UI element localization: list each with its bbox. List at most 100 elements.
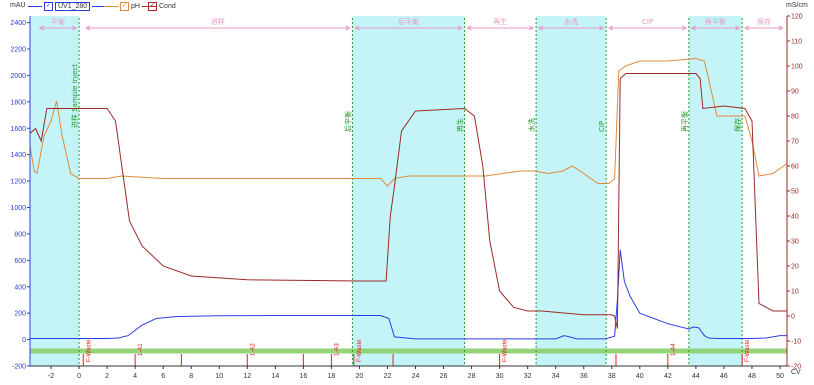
left-tick-label-2: 200 xyxy=(14,311,26,318)
fraction-label-10: 1-A4 xyxy=(671,343,677,356)
left-tick-label-1: 0 xyxy=(22,337,26,344)
right-tick-label-0: -20 xyxy=(791,364,801,371)
event-markers: 进样 Sample Inject 后平衡 再生 水洗 CIP 再平衡 保存 xyxy=(70,18,743,366)
fraction-label-8: F-Waste xyxy=(503,339,509,362)
right-tick-label-7: 50 xyxy=(791,189,799,196)
baseline-band-rect xyxy=(30,348,787,354)
x-tick-label-1: 0 xyxy=(77,373,81,380)
right-tick-label-1: -10 xyxy=(791,339,801,346)
uv-checkbox-icon[interactable]: ✓ xyxy=(44,2,53,11)
ph-legend-label: pH xyxy=(131,3,140,10)
left-tick-label-5: 800 xyxy=(14,231,26,238)
x-tick-label-0: -2 xyxy=(48,373,54,380)
phase-arrowhead-right-6 xyxy=(735,25,741,31)
x-tick-label-7: 12 xyxy=(243,373,251,380)
shaded-region-2 xyxy=(536,16,607,366)
x-tick-label-6: 10 xyxy=(215,373,223,380)
x-tick-label-8: 14 xyxy=(271,373,279,380)
phase-arrowhead-right-7 xyxy=(778,25,784,31)
fraction-markers: F-Waste 1-A1 1-A2 1-A3 F-Waste F-Waste 1-A4 F-W… xyxy=(82,339,751,366)
x-tick-label-19: 36 xyxy=(580,373,588,380)
series-line-uv1_280 xyxy=(30,249,787,340)
phase-label-2: 后平衡 xyxy=(398,17,419,26)
legend-item-uv[interactable]: ✓ UV1_280 xyxy=(28,2,107,11)
phase-arrowhead-right-5 xyxy=(681,25,688,31)
right-tick-label-6: 40 xyxy=(791,214,799,221)
fraction-label-3: 1-A2 xyxy=(250,343,256,356)
right-tick-label-11: 90 xyxy=(791,89,799,96)
phase-arrowhead-left-1 xyxy=(84,25,91,31)
x-tick-label-3: 4 xyxy=(133,373,137,380)
phase-label-3: 再生 xyxy=(493,17,507,26)
x-tick-label-18: 34 xyxy=(552,373,560,380)
phase-label-5: CIP xyxy=(642,18,653,26)
right-tick-label-14: 120 xyxy=(791,14,803,21)
left-tick-label-6: 1000 xyxy=(10,205,26,212)
event-label-1: 后平衡 xyxy=(343,111,352,132)
x-tick-label-10: 18 xyxy=(327,373,335,380)
event-label-2: 再生 xyxy=(456,118,465,132)
baseline-band xyxy=(30,348,787,354)
shaded-region-3 xyxy=(688,16,743,366)
right-tick-label-12: 100 xyxy=(791,64,803,71)
phase-arrowhead-left-0 xyxy=(38,25,45,31)
ph-checkbox-icon[interactable]: ✓ xyxy=(120,2,129,11)
right-tick-label-3: 10 xyxy=(791,289,799,296)
shaded-region-0 xyxy=(30,16,80,366)
left-tick-label-8: 1400 xyxy=(10,152,26,159)
left-tick-label-4: 600 xyxy=(14,258,26,265)
x-tick-label-5: 8 xyxy=(189,373,193,380)
phase-labels: 平衡 进样 后平衡 再生 水洗 CIP 再平衡 保存 xyxy=(38,17,784,31)
event-label-3: 水洗 xyxy=(527,118,536,132)
left-tick-label-0: -200 xyxy=(12,364,26,371)
right-tick-label-13: 110 xyxy=(791,39,802,46)
x-tick-label-25: 48 xyxy=(748,373,756,380)
phase-arrowhead-left-4 xyxy=(537,25,544,31)
ph-legend-line xyxy=(104,6,118,7)
uv-legend-line-tail xyxy=(92,6,107,7)
x-tick-label-21: 40 xyxy=(636,373,644,380)
phase-label-1: 进样 xyxy=(211,17,225,26)
phase-label-7: 保存 xyxy=(757,17,771,26)
phase-arrowhead-right-3 xyxy=(529,25,535,31)
x-axis-label: CV xyxy=(791,369,801,376)
fraction-label-5: 1-A3 xyxy=(334,343,340,356)
series-line-ph xyxy=(29,57,788,187)
x-tick-label-4: 6 xyxy=(161,373,165,380)
phase-arrowhead-left-5 xyxy=(607,25,614,31)
x-tick-label-16: 30 xyxy=(496,373,504,380)
x-tick-label-2: 2 xyxy=(105,373,109,380)
series-lines xyxy=(29,57,788,340)
x-tick-label-14: 26 xyxy=(440,373,448,380)
x-tick-label-23: 44 xyxy=(692,373,700,380)
right-tick-label-8: 60 xyxy=(791,164,799,171)
x-tick-label-22: 42 xyxy=(664,373,672,380)
phase-arrowhead-right-0 xyxy=(72,25,78,31)
fraction-label-11: F-Waste xyxy=(745,339,751,362)
event-label-0: 进样 Sample Inject xyxy=(70,64,79,128)
shaded-region-1 xyxy=(352,16,465,366)
cond-legend-label: Cond xyxy=(159,3,176,10)
x-tick-label-15: 28 xyxy=(468,373,476,380)
right-axis-unit: mS/cm xyxy=(786,2,808,9)
legend-item-cond[interactable]: ✓ Cond xyxy=(148,2,176,11)
shaded-regions xyxy=(30,16,743,366)
phase-label-4: 水洗 xyxy=(564,17,578,26)
left-tick-label-3: 400 xyxy=(14,284,26,291)
right-tick-label-4: 20 xyxy=(791,264,799,271)
left-tick-label-13: 2400 xyxy=(10,20,26,27)
x-tick-label-26: 50 xyxy=(776,373,784,380)
x-tick-label-24: 46 xyxy=(720,373,728,380)
phase-arrowhead-right-1 xyxy=(345,25,351,31)
legend: mAU ✓ UV1_280 ✓ pH ✓ Cond mS/cm xyxy=(0,0,814,14)
phase-arrowhead-left-7 xyxy=(743,25,750,31)
x-tick-label-12: 22 xyxy=(384,373,392,380)
phase-arrowhead-right-2 xyxy=(457,25,463,31)
left-tick-label-11: 2000 xyxy=(10,73,26,80)
uv-legend-line xyxy=(28,6,42,7)
left-tick-label-7: 1200 xyxy=(10,179,26,186)
event-label-5: 再平衡 xyxy=(680,111,689,132)
phase-label-0: 平衡 xyxy=(51,17,65,26)
cond-checkbox-icon[interactable]: ✓ xyxy=(148,2,157,11)
